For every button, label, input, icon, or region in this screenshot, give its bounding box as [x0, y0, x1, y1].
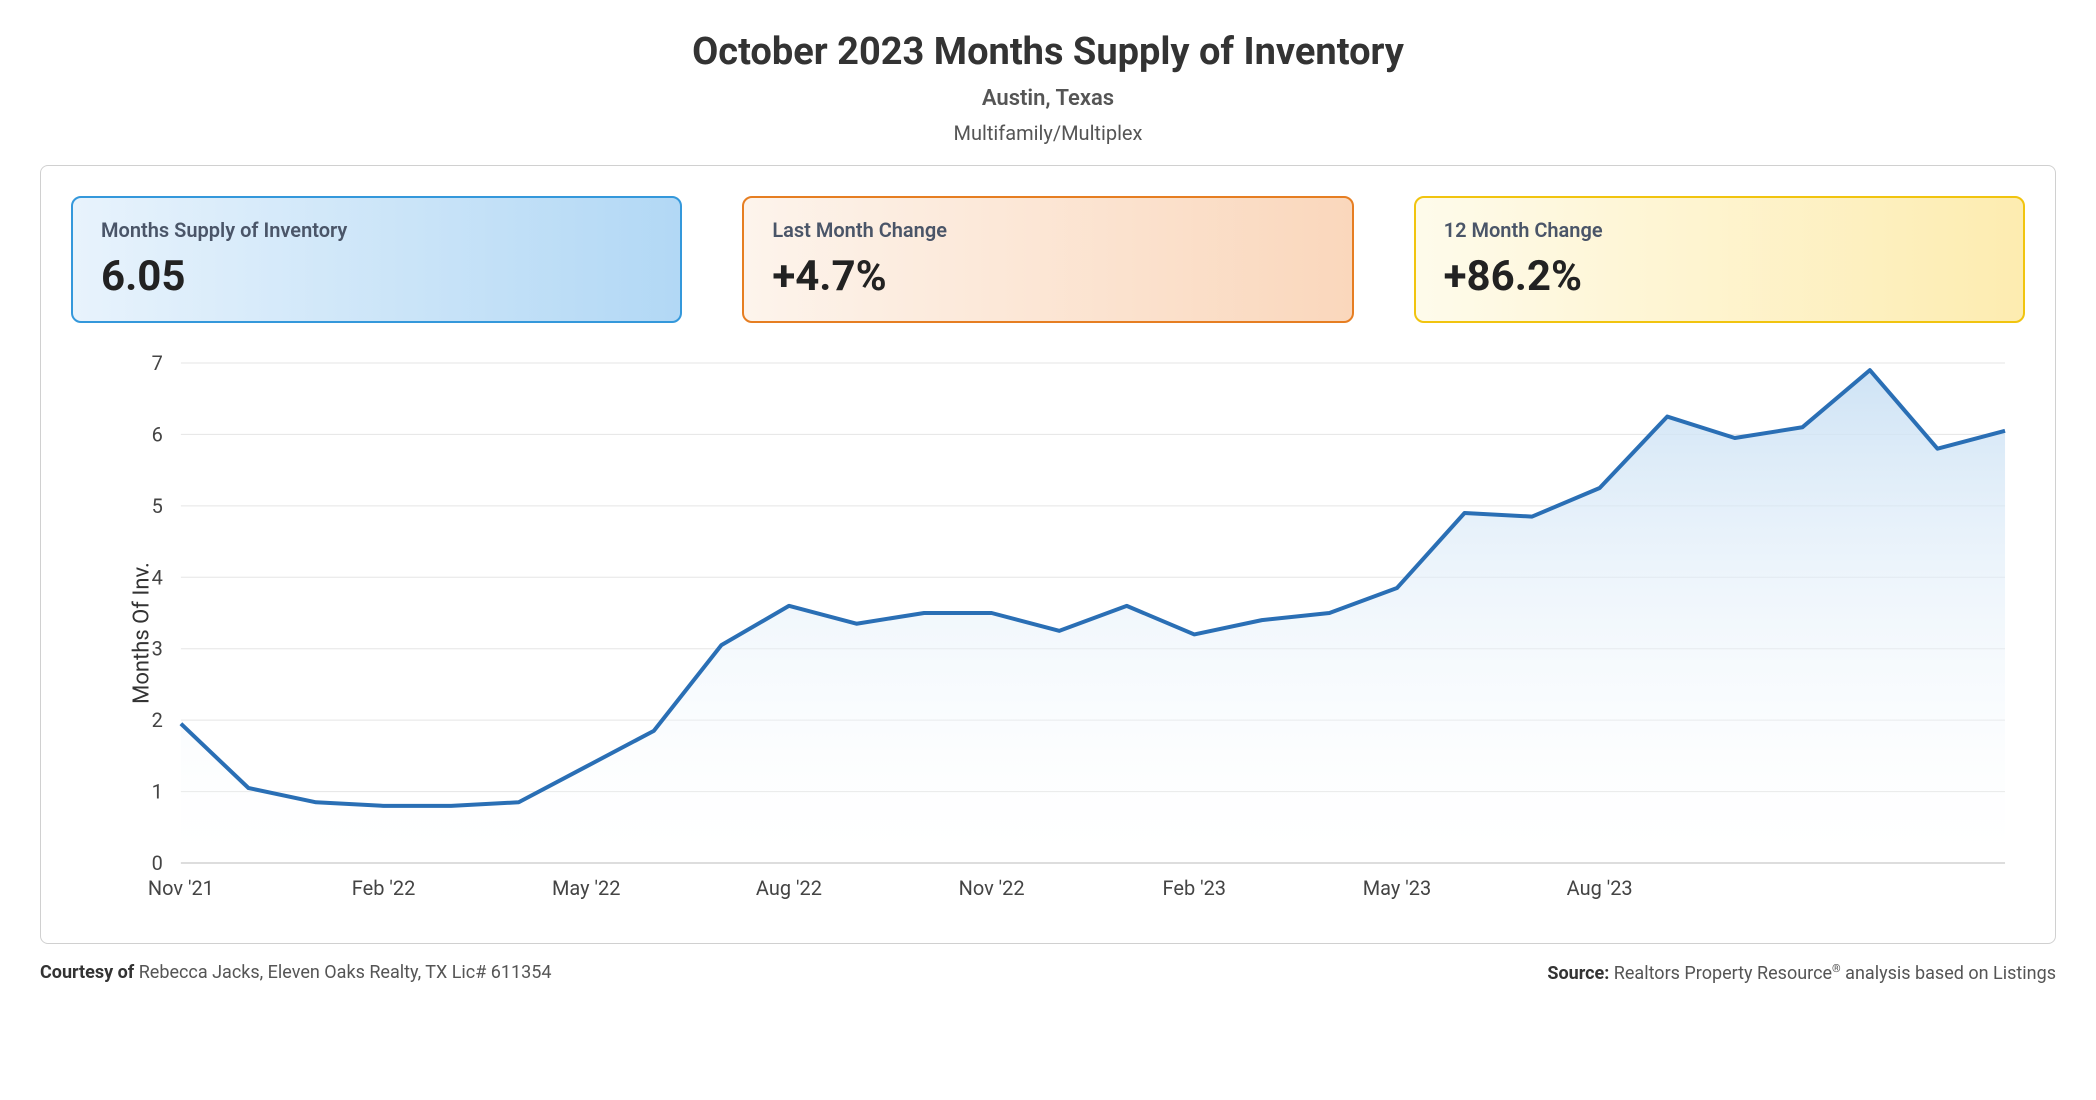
courtesy-label: Courtesy of	[40, 962, 139, 983]
registered-mark: ®	[1832, 962, 1841, 975]
chart-wrap: Months Of Inv. 01234567Nov '21Feb '22May…	[71, 353, 2025, 913]
page-subtitle2: Multifamily/Multiplex	[40, 121, 2056, 145]
courtesy-text: Courtesy of Rebecca Jacks, Eleven Oaks R…	[40, 962, 551, 984]
courtesy-value: Rebecca Jacks, Eleven Oaks Realty, TX Li…	[139, 962, 552, 983]
stat-value: +86.2%	[1444, 252, 1995, 301]
source-label: Source:	[1547, 963, 1613, 984]
svg-text:May '22: May '22	[552, 876, 620, 900]
svg-text:Aug '22: Aug '22	[756, 876, 822, 900]
svg-text:Feb '23: Feb '23	[1163, 876, 1226, 900]
stat-value: +4.7%	[772, 252, 1323, 301]
stat-label: Last Month Change	[772, 218, 1323, 242]
stat-card-last-month: Last Month Change +4.7%	[742, 196, 1353, 323]
footer: Courtesy of Rebecca Jacks, Eleven Oaks R…	[40, 962, 2056, 984]
y-axis-label: Months Of Inv.	[129, 562, 154, 704]
svg-text:0: 0	[152, 851, 163, 875]
svg-text:7: 7	[152, 353, 163, 375]
svg-text:2: 2	[152, 708, 163, 732]
report-header: October 2023 Months Supply of Inventory …	[40, 30, 2056, 145]
stat-label: Months Supply of Inventory	[101, 218, 652, 242]
svg-text:Feb '22: Feb '22	[352, 876, 415, 900]
chart-panel: Months Supply of Inventory 6.05 Last Mon…	[40, 165, 2056, 944]
svg-text:May '23: May '23	[1363, 876, 1431, 900]
svg-text:6: 6	[152, 422, 163, 446]
source-value-post: analysis based on Listings	[1841, 963, 2056, 984]
line-chart: 01234567Nov '21Feb '22May '22Aug '22Nov …	[71, 353, 2025, 913]
stat-card-supply: Months Supply of Inventory 6.05	[71, 196, 682, 323]
svg-text:Nov '22: Nov '22	[959, 876, 1025, 900]
source-text: Source: Realtors Property Resource® anal…	[1547, 962, 2056, 984]
stat-card-12-month: 12 Month Change +86.2%	[1414, 196, 2025, 323]
stat-row: Months Supply of Inventory 6.05 Last Mon…	[71, 196, 2025, 323]
page-subtitle: Austin, Texas	[40, 86, 2056, 111]
stat-value: 6.05	[101, 252, 652, 301]
svg-text:5: 5	[152, 494, 163, 518]
svg-text:Aug '23: Aug '23	[1567, 876, 1633, 900]
stat-label: 12 Month Change	[1444, 218, 1995, 242]
page-title: October 2023 Months Supply of Inventory	[40, 30, 2056, 74]
source-value-pre: Realtors Property Resource	[1614, 963, 1832, 984]
svg-text:Nov '21: Nov '21	[148, 876, 214, 900]
svg-text:1: 1	[152, 780, 163, 804]
